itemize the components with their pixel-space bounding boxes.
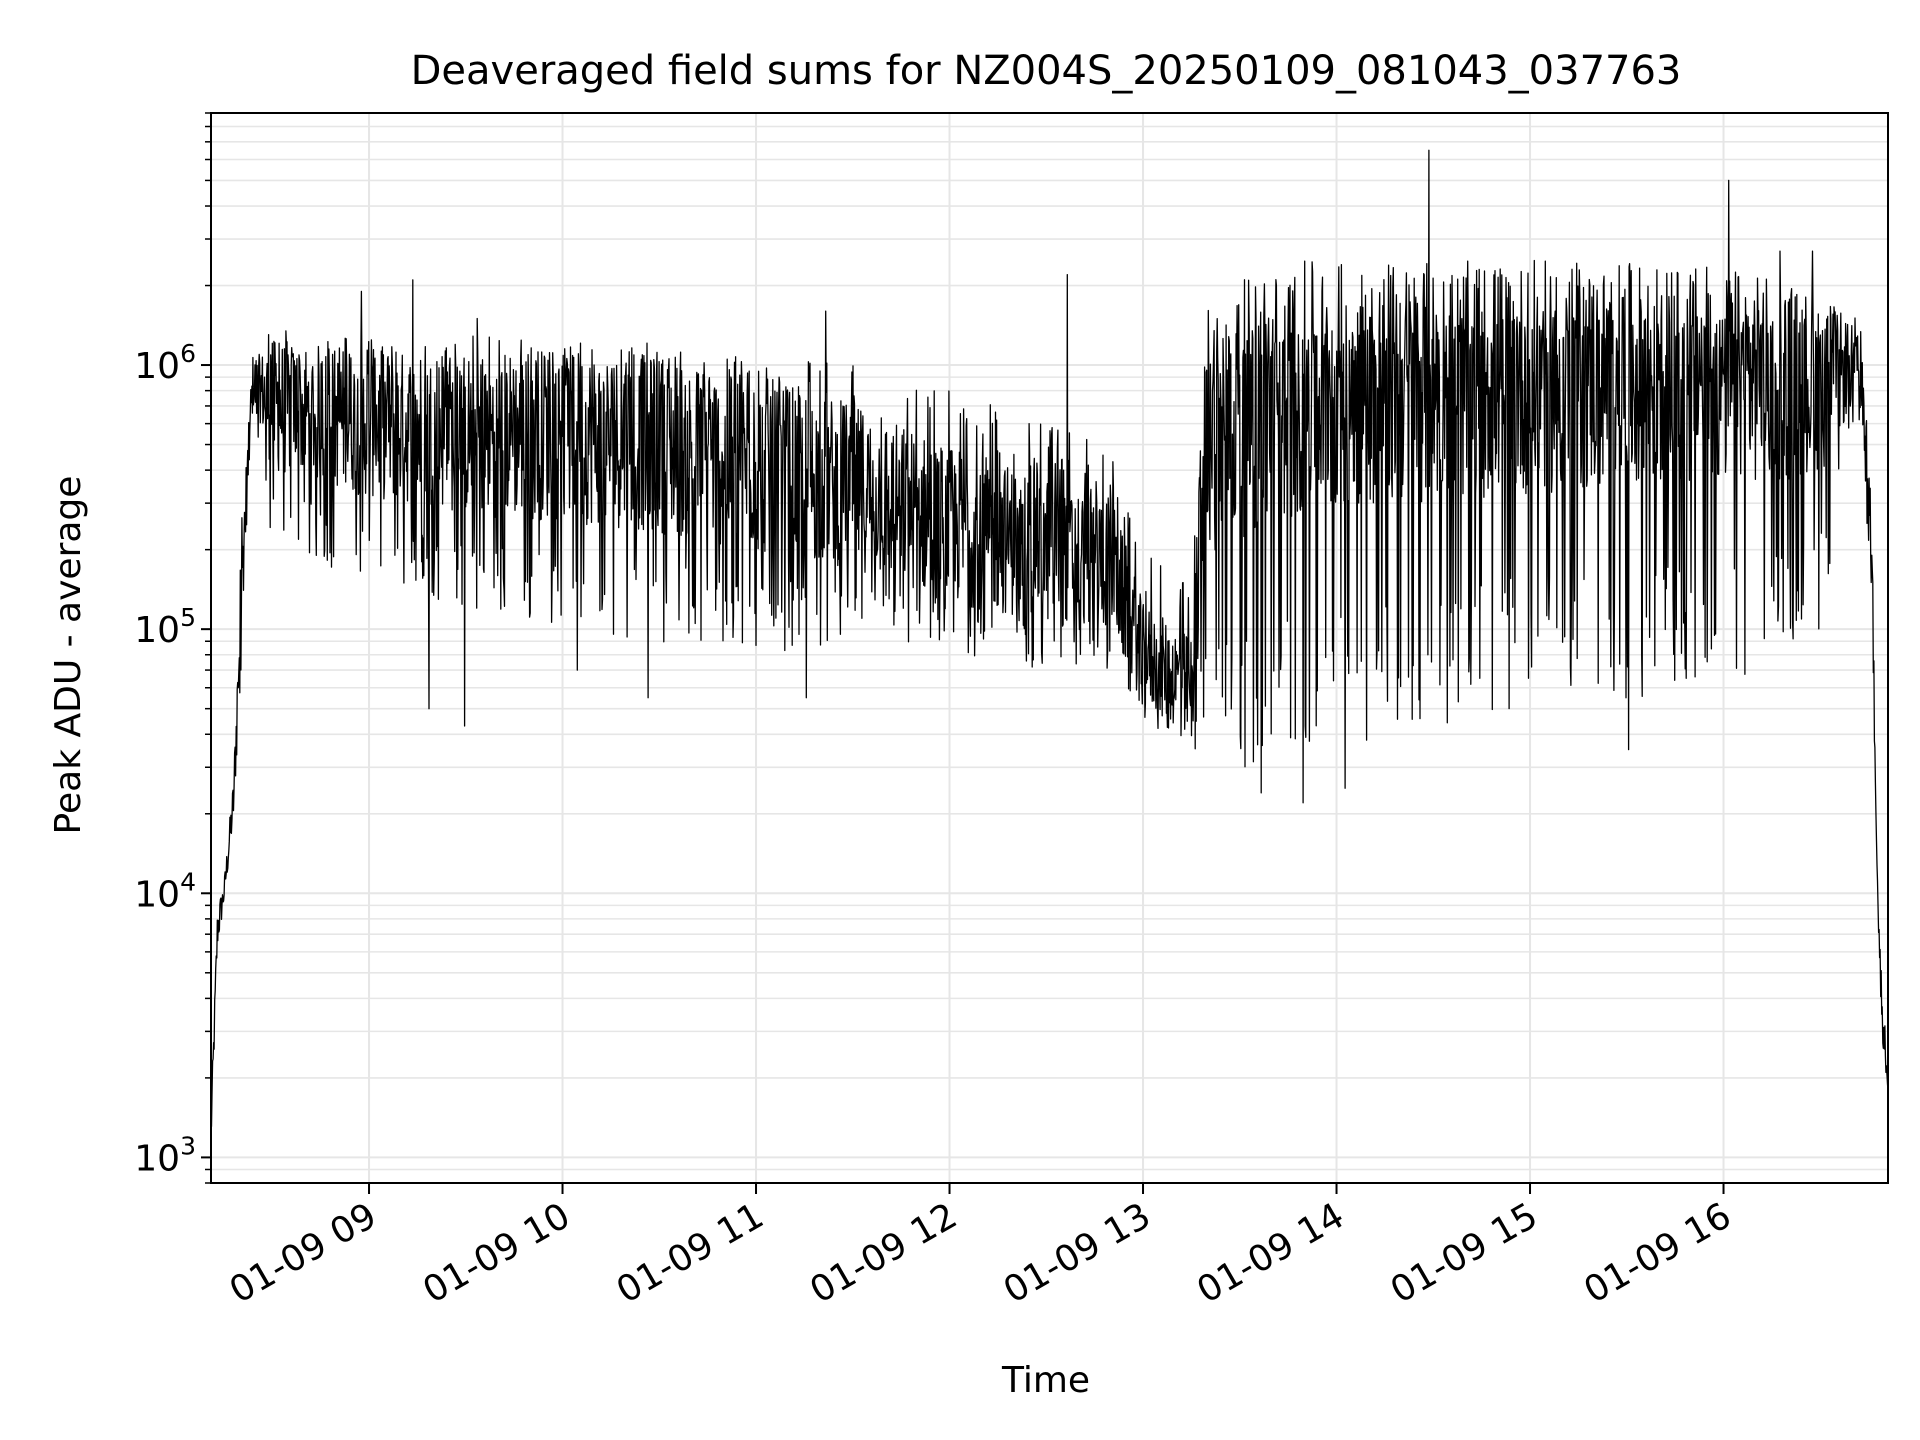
- y-tick-label: 105: [134, 603, 196, 651]
- plot-frame: [210, 112, 1889, 1184]
- y-tick-label: 106: [134, 339, 196, 387]
- series-group: [210, 149, 1889, 1128]
- series-line: [210, 149, 1889, 1128]
- y-tick-base: 10: [134, 346, 180, 387]
- y-tick-base: 10: [134, 874, 180, 915]
- y-tick-base: 10: [134, 610, 180, 651]
- y-tick-exponent: 4: [180, 867, 196, 896]
- y-tick-label: 103: [134, 1131, 196, 1179]
- y-tick-base: 10: [134, 1138, 180, 1179]
- y-axis-label: Peak ADU - average: [48, 476, 89, 835]
- y-tick-exponent: 6: [180, 339, 196, 368]
- chart-title: Deaveraged field sums for NZ004S_2025010…: [411, 48, 1682, 94]
- x-axis-label: Time: [1001, 1360, 1090, 1401]
- y-tick-label: 104: [134, 867, 196, 915]
- y-tick-exponent: 5: [180, 603, 196, 632]
- y-tick-exponent: 3: [180, 1131, 196, 1160]
